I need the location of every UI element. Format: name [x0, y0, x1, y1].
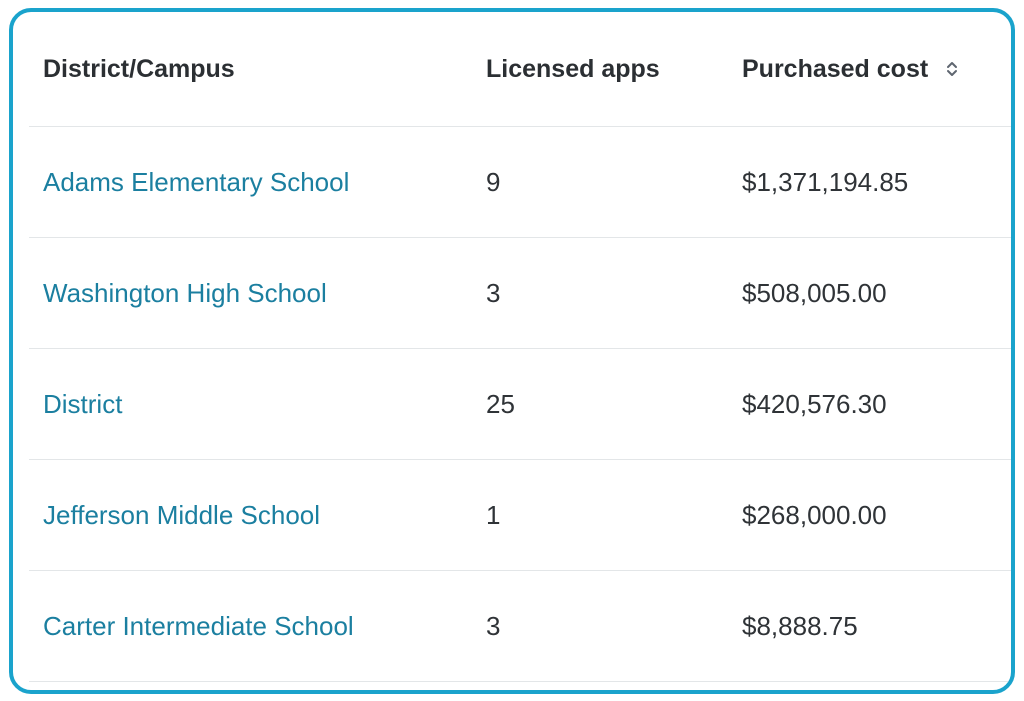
licensed-apps-value: 9	[486, 166, 501, 197]
campus-link[interactable]: Carter Intermediate School	[43, 610, 354, 641]
table-row: Adams Elementary School 9 $1,371,194.85	[29, 127, 1011, 238]
column-header-purchased-cost[interactable]: Purchased cost	[742, 12, 958, 126]
card-frame: District/Campus Licensed apps Purchased …	[9, 8, 1015, 694]
table-row: Carter Intermediate School 3 $8,888.75	[29, 571, 1011, 682]
licensed-apps-value: 25	[486, 388, 515, 419]
campus-link[interactable]: District	[43, 388, 123, 419]
purchased-cost-value: $420,576.30	[742, 388, 887, 419]
sort-updown-icon[interactable]	[946, 59, 958, 79]
campus-link[interactable]: Jefferson Middle School	[43, 499, 321, 530]
column-header-purchased-cost-label: Purchased cost	[742, 54, 929, 83]
table-row: Jefferson Middle School 1 $268,000.00	[29, 460, 1011, 571]
licensed-apps-value: 3	[486, 277, 501, 308]
licensed-apps-value: 3	[486, 610, 501, 641]
campus-cost-table: District/Campus Licensed apps Purchased …	[29, 12, 1011, 682]
licensed-apps-value: 1	[486, 499, 501, 530]
table-row: District 25 $420,576.30	[29, 349, 1011, 460]
column-header-licensed-apps: Licensed apps	[486, 54, 660, 83]
purchased-cost-value: $508,005.00	[742, 277, 887, 308]
purchased-cost-value: $1,371,194.85	[742, 166, 909, 197]
purchased-cost-value: $268,000.00	[742, 499, 887, 530]
campus-link[interactable]: Washington High School	[43, 277, 327, 308]
column-header-district-campus: District/Campus	[43, 54, 235, 83]
purchased-cost-value: $8,888.75	[742, 610, 858, 641]
campus-link[interactable]: Adams Elementary School	[43, 166, 350, 197]
table-row: Washington High School 3 $508,005.00	[29, 238, 1011, 349]
table-header-row: District/Campus Licensed apps Purchased …	[29, 12, 1011, 127]
